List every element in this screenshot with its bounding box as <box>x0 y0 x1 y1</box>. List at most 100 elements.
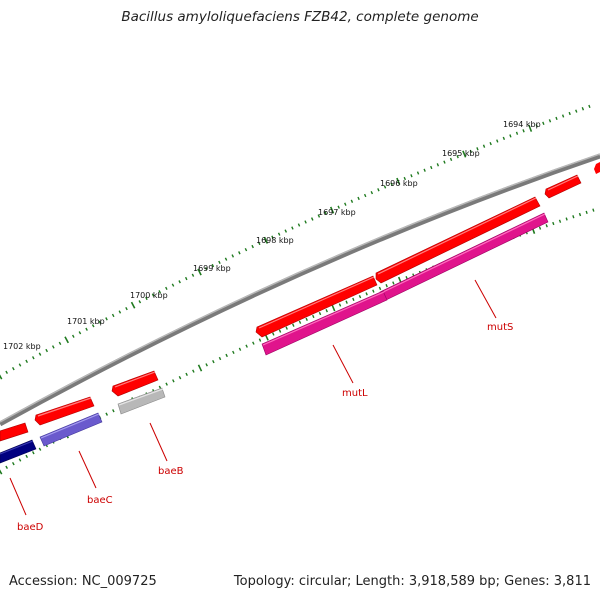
gene-baeD-feature[interactable] <box>0 439 37 464</box>
gene-baeC-feature[interactable] <box>39 412 103 447</box>
outer-ruler-tick <box>25 359 29 364</box>
outer-ruler-tick <box>449 157 453 162</box>
inner-ruler-tick <box>572 215 575 219</box>
outer-ruler-tick <box>357 196 360 201</box>
ruler-label-1695: 1695 kbp <box>442 149 480 158</box>
cds-forward-arrow[interactable] <box>255 275 378 338</box>
inner-ruler <box>0 208 595 475</box>
inner-ruler-tick <box>38 447 42 451</box>
cds-forward-arrow[interactable] <box>375 196 541 284</box>
outer-ruler-tick <box>277 232 281 236</box>
outer-ruler-tick <box>575 109 578 113</box>
outer-ruler-tick <box>324 211 327 215</box>
inner-ruler-tick <box>358 295 362 299</box>
outer-ruler-tick <box>191 273 195 277</box>
inner-ruler-tick <box>278 329 282 333</box>
inner-ruler-tick <box>31 451 35 455</box>
inner-ruler-tick <box>565 217 568 221</box>
inner-ruler-tick <box>352 297 355 302</box>
outer-ruler-tick <box>91 324 95 328</box>
cds-forward-arrow[interactable] <box>0 422 29 442</box>
outer-ruler-tick <box>38 352 42 356</box>
inner-ruler-tick <box>238 347 242 351</box>
outer-ruler-tick <box>350 199 354 203</box>
inner-ruler-tick <box>538 226 542 230</box>
outer-ruler-tick <box>423 168 426 172</box>
gene-label-baeD: baeD <box>17 522 44 533</box>
outer-ruler-tick <box>51 345 55 349</box>
outer-ruler-tick <box>178 280 181 284</box>
outer-ruler-tick <box>64 336 70 344</box>
outer-ruler-tick <box>284 229 288 233</box>
inner-ruler-tick <box>305 317 308 321</box>
inner-ruler-tick <box>292 323 295 327</box>
outer-ruler-tick <box>337 205 340 209</box>
gene-label-mutS: mutS <box>487 322 513 333</box>
cds-forward-arrow[interactable] <box>594 162 600 174</box>
outer-ruler-tick <box>138 300 142 304</box>
ruler-label-1697: 1697 kbp <box>318 208 356 217</box>
outer-ruler-tick <box>224 257 228 261</box>
outer-ruler-tick <box>522 129 525 133</box>
inner-ruler-tick <box>365 292 368 296</box>
genome-backbone-highlight <box>0 153 600 423</box>
gene-label-leaders <box>9 279 497 516</box>
inner-ruler-tick <box>0 469 3 475</box>
outer-ruler-tick <box>18 363 22 367</box>
outer-ruler-tick <box>257 241 261 246</box>
ruler-label-1700: 1700 kbp <box>130 291 168 300</box>
outer-ruler-tick <box>469 149 473 154</box>
cds-forward-arrow[interactable] <box>34 396 95 426</box>
gene-track <box>0 212 549 464</box>
inner-ruler-tick <box>252 341 255 345</box>
outer-ruler-tick <box>403 176 407 181</box>
outer-ruler-tick <box>197 268 202 276</box>
outer-ruler-tick <box>542 121 545 125</box>
outer-ruler-tick <box>317 214 321 218</box>
gene-mutL-feature[interactable] <box>261 290 388 356</box>
inner-ruler-tick <box>285 326 288 330</box>
gene-label-baeC: baeC <box>87 495 113 506</box>
outer-ruler-tick <box>105 317 108 321</box>
outer-ruler-tick <box>297 223 301 227</box>
outer-ruler-tick <box>45 348 49 353</box>
inner-ruler-tick <box>112 409 115 413</box>
genome-backbone <box>0 153 600 427</box>
outer-ruler-tick <box>443 160 446 164</box>
outer-ruler-tick <box>125 306 128 311</box>
inner-ruler-tick <box>558 219 562 223</box>
outer-ruler-tick <box>151 293 155 297</box>
outer-ruler-tick <box>211 263 215 268</box>
inner-ruler-tick <box>405 276 408 280</box>
inner-ruler-tick <box>212 359 215 364</box>
outer-ruler-tick <box>130 301 136 309</box>
forward-cds-track <box>0 162 600 442</box>
inner-ruler-tick <box>312 314 315 319</box>
outer-ruler-tick <box>263 236 269 244</box>
inner-ruler-tick <box>18 458 22 462</box>
inner-ruler-tick <box>172 379 175 383</box>
cds-forward-arrow[interactable] <box>544 174 582 199</box>
ruler-label-1698: 1698 kbp <box>256 236 294 245</box>
inner-ruler-tick <box>232 350 235 355</box>
outer-ruler-tick <box>310 217 314 221</box>
inner-ruler-tick <box>545 224 548 228</box>
cds-forward-arrow[interactable] <box>111 370 159 397</box>
inner-ruler-tick <box>225 353 228 358</box>
ruler-label-1696: 1696 kbp <box>380 179 418 188</box>
inner-ruler-tick <box>5 465 9 469</box>
inner-ruler-tick <box>325 309 328 313</box>
inner-ruler-tick <box>11 461 15 466</box>
inner-ruler-tick <box>345 300 348 304</box>
inner-ruler-tick <box>165 382 168 386</box>
gene-baeB-feature[interactable] <box>117 387 166 415</box>
outer-ruler-tick <box>71 334 75 338</box>
inner-ruler-tick <box>318 311 322 316</box>
inner-ruler-tick <box>392 281 395 285</box>
outer-ruler-tick <box>171 283 175 287</box>
outer-ruler-tick <box>204 267 208 271</box>
outer-ruler-tick <box>291 226 294 230</box>
outer-ruler-tick <box>528 124 533 132</box>
outer-ruler-tick <box>476 147 479 151</box>
outer-ruler-tick <box>568 111 571 116</box>
